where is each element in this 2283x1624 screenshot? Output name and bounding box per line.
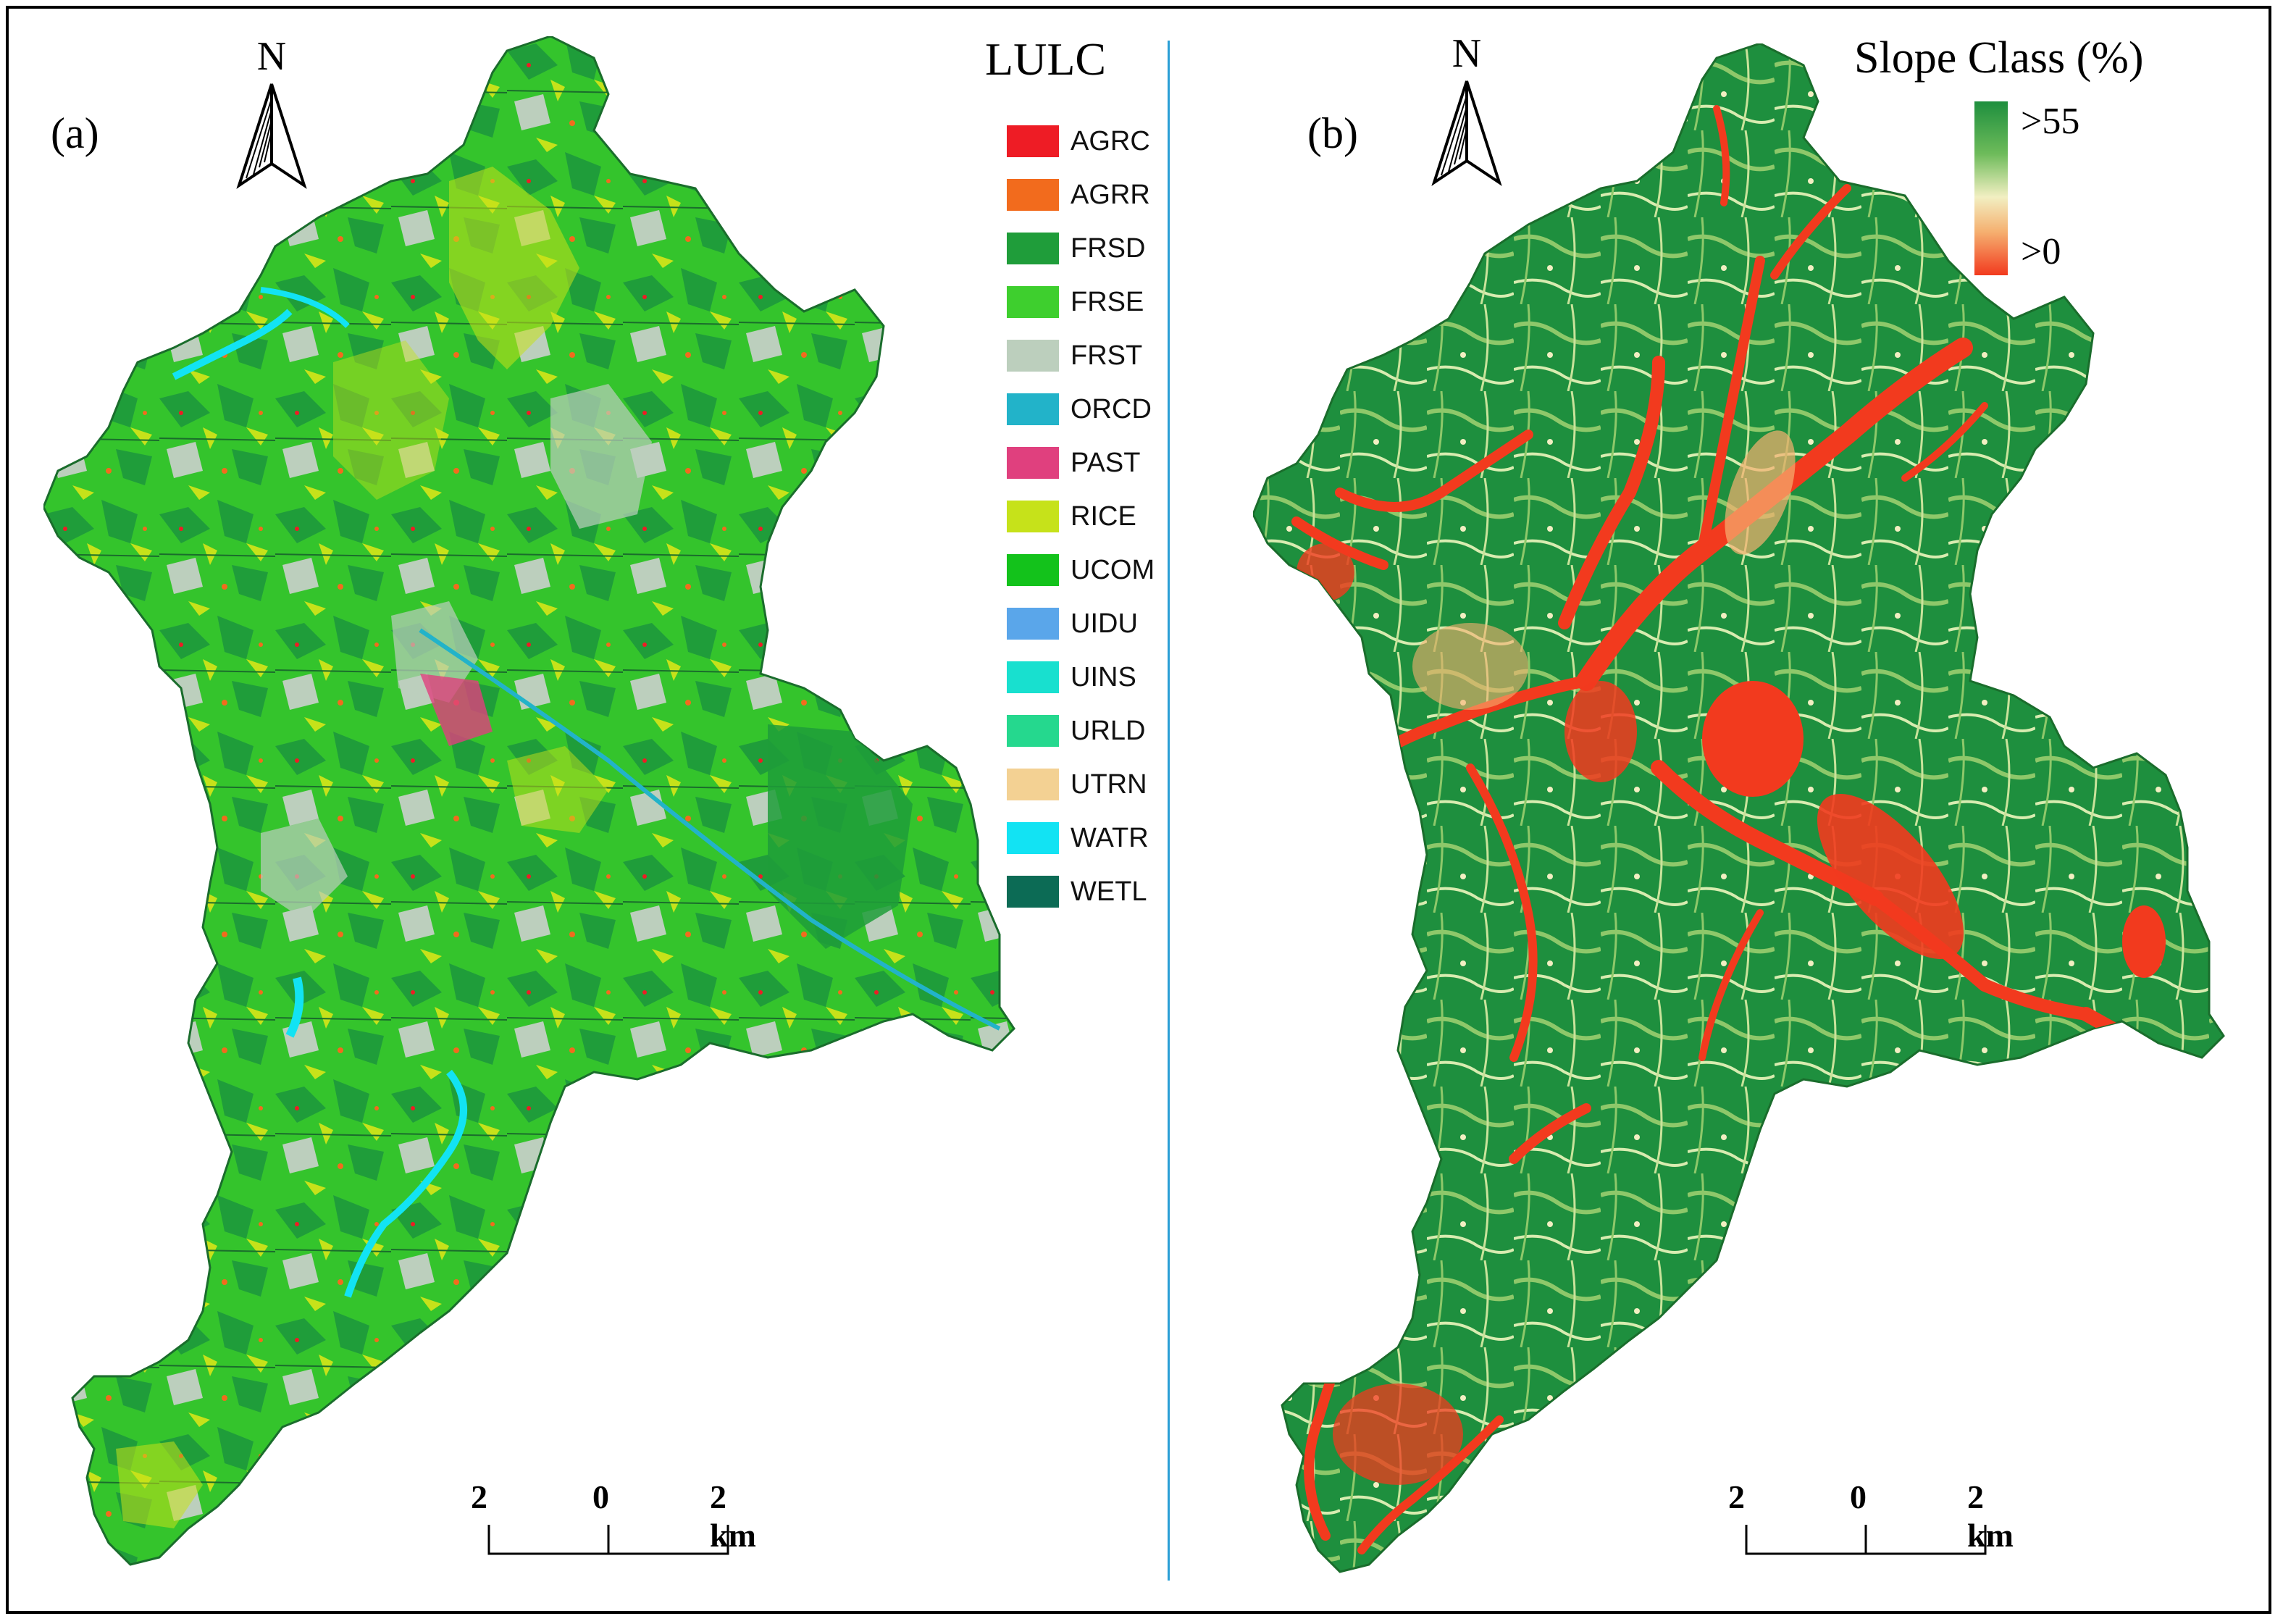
legend-swatch bbox=[1007, 769, 1059, 800]
scale-label-right-b: 2 km bbox=[1967, 1478, 2014, 1554]
legend-title-lulc: LULC bbox=[985, 33, 1107, 85]
legend-swatch bbox=[1007, 661, 1059, 693]
legend-label: ORCD bbox=[1071, 393, 1152, 424]
legend-label: WETL bbox=[1071, 876, 1147, 907]
legend-item-utrn: UTRN bbox=[1007, 758, 1155, 811]
north-arrow-b: N bbox=[1427, 33, 1507, 193]
legend-item-frsd: FRSD bbox=[1007, 222, 1155, 275]
north-arrow-a: N bbox=[232, 36, 311, 196]
legend-label: WATR bbox=[1071, 822, 1149, 853]
panel-b-label: (b) bbox=[1307, 109, 1358, 157]
legend-item-agrc: AGRC bbox=[1007, 114, 1155, 168]
lulc-map bbox=[43, 36, 1015, 1566]
legend-item-urld: URLD bbox=[1007, 704, 1155, 758]
legend-label: UCOM bbox=[1071, 554, 1155, 585]
legend-item-past: PAST bbox=[1007, 436, 1155, 490]
legend-swatch bbox=[1007, 715, 1059, 747]
north-arrow-icon bbox=[236, 83, 307, 189]
legend-label: RICE bbox=[1071, 501, 1136, 532]
north-label: N bbox=[256, 34, 287, 79]
legend-title-slope: Slope Class (%) bbox=[1854, 33, 2144, 83]
legend-item-orcd: ORCD bbox=[1007, 382, 1155, 436]
legend-label: UINS bbox=[1071, 661, 1136, 692]
scale-label-mid: 0 bbox=[592, 1478, 609, 1515]
legend-label: UTRN bbox=[1071, 769, 1147, 800]
legend-swatch bbox=[1007, 554, 1059, 586]
legend-label: FRSD bbox=[1071, 233, 1146, 264]
legend-item-ucom: UCOM bbox=[1007, 543, 1155, 597]
legend-item-agrr: AGRR bbox=[1007, 168, 1155, 222]
legend-item-rice: RICE bbox=[1007, 490, 1155, 543]
legend-item-uidu: UIDU bbox=[1007, 597, 1155, 650]
scale-bar-icon bbox=[487, 1525, 729, 1555]
north-arrow-icon-b bbox=[1431, 80, 1502, 186]
scale-bar-a: 2 0 2 km bbox=[471, 1478, 756, 1565]
panel-divider bbox=[1168, 41, 1170, 1581]
legend-label: UIDU bbox=[1071, 608, 1138, 639]
legend-item-uins: UINS bbox=[1007, 650, 1155, 704]
legend-label: AGRR bbox=[1071, 179, 1150, 210]
legend-label: PAST bbox=[1071, 447, 1141, 478]
ramp-label-high: >55 bbox=[2021, 101, 2080, 142]
ramp-label-low: >0 bbox=[2021, 231, 2061, 272]
legend-item-watr: WATR bbox=[1007, 811, 1155, 865]
legend-label: URLD bbox=[1071, 715, 1146, 746]
slope-color-ramp bbox=[1974, 101, 2008, 275]
legend-swatch bbox=[1007, 286, 1059, 318]
scale-label-left: 2 bbox=[471, 1478, 487, 1515]
legend-swatch bbox=[1007, 501, 1059, 532]
legend-swatch bbox=[1007, 447, 1059, 479]
legend-label: AGRC bbox=[1071, 125, 1150, 156]
legend-swatch bbox=[1007, 179, 1059, 211]
legend-swatch bbox=[1007, 393, 1059, 425]
legend-item-wetl: WETL bbox=[1007, 865, 1155, 918]
legend-swatch bbox=[1007, 822, 1059, 854]
panel-a-label: (a) bbox=[51, 109, 99, 157]
lulc-legend: AGRC AGRR FRSD FRSE FRST ORCD PAST RICE UCOM UIDU… bbox=[1007, 114, 1155, 918]
scale-label-right: 2 km bbox=[710, 1478, 756, 1554]
legend-label: FRSE bbox=[1071, 286, 1144, 317]
north-label-b: N bbox=[1452, 31, 1482, 76]
legend-swatch bbox=[1007, 608, 1059, 640]
legend-swatch bbox=[1007, 233, 1059, 264]
slope-map bbox=[1253, 43, 2225, 1573]
legend-swatch bbox=[1007, 340, 1059, 372]
legend-swatch bbox=[1007, 125, 1059, 157]
scale-bar-icon-b bbox=[1745, 1525, 1987, 1555]
legend-swatch bbox=[1007, 876, 1059, 908]
legend-item-frst: FRST bbox=[1007, 329, 1155, 382]
scale-bar-b: 2 0 2 km bbox=[1728, 1478, 2014, 1565]
legend-label: FRST bbox=[1071, 340, 1143, 371]
legend-item-frse: FRSE bbox=[1007, 275, 1155, 329]
scale-label-mid-b: 0 bbox=[1850, 1478, 1867, 1515]
scale-label-left-b: 2 bbox=[1728, 1478, 1745, 1515]
